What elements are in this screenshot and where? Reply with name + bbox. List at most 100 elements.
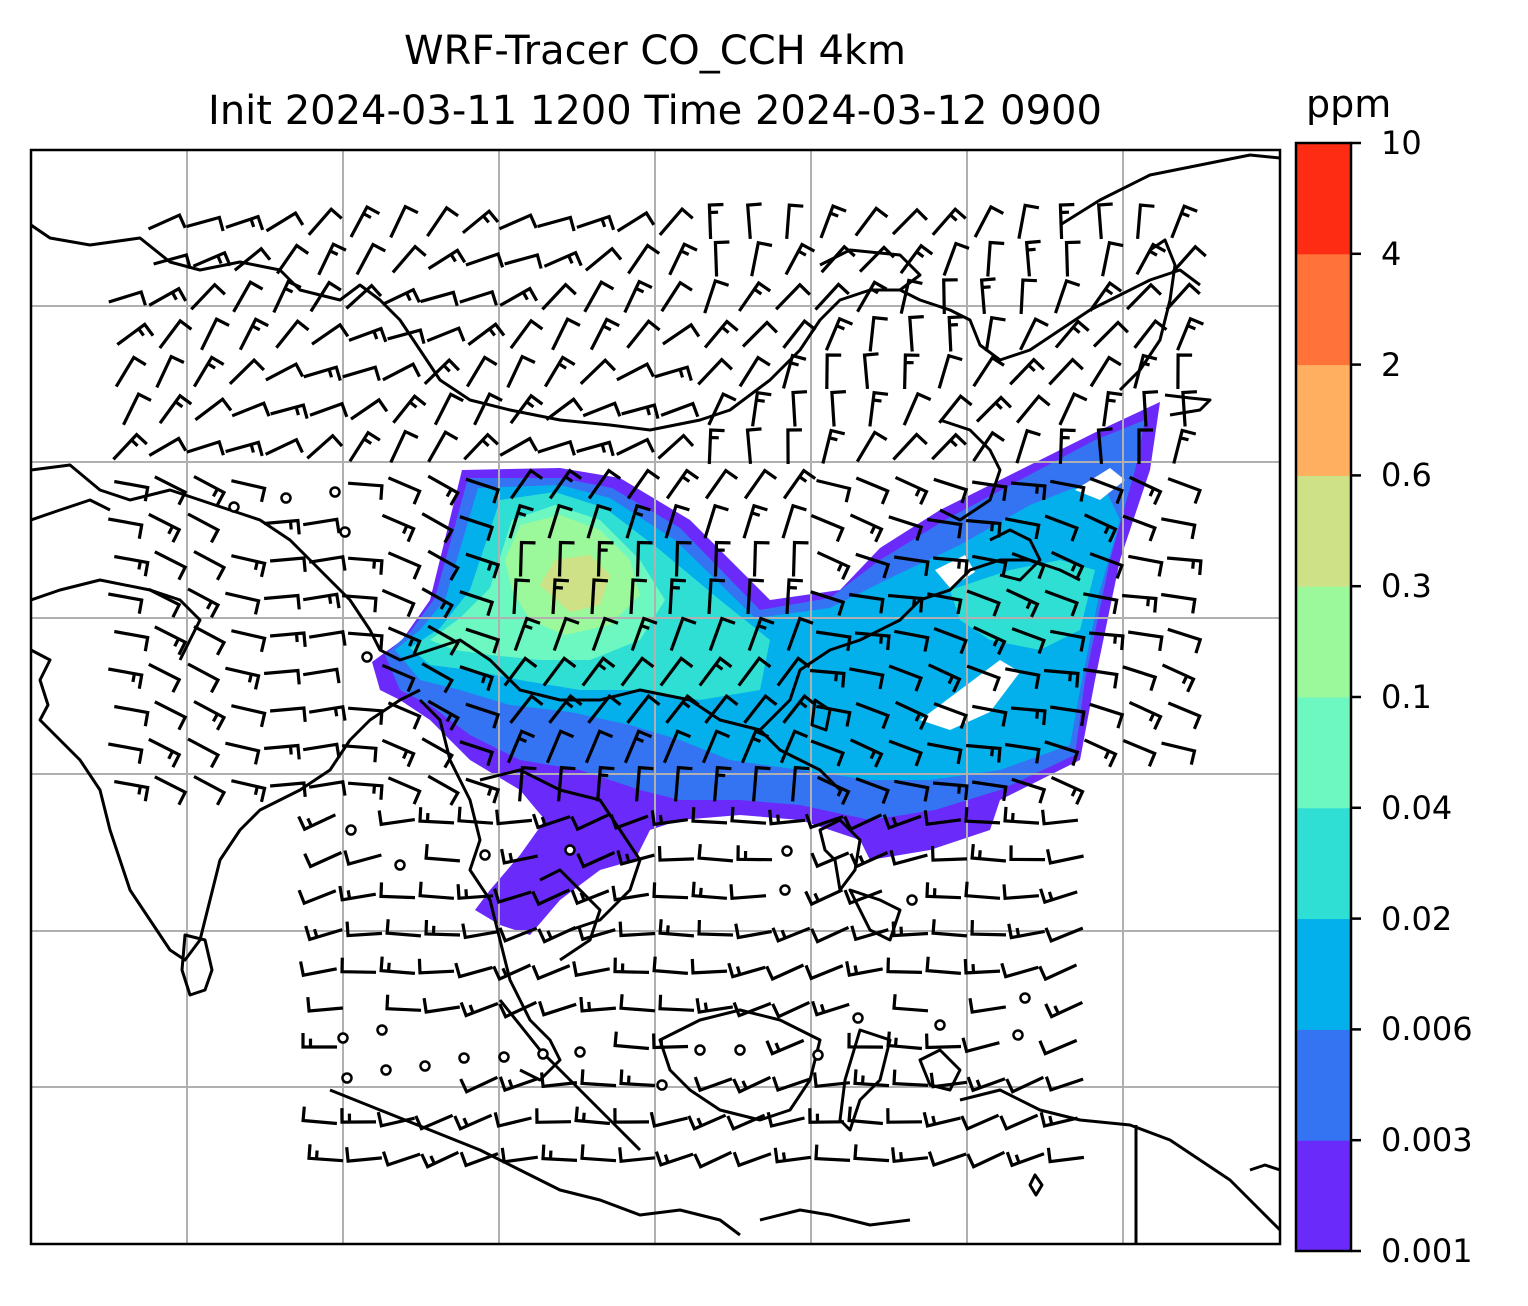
wind-barb [804,888,844,907]
wind-barb [649,1111,688,1128]
wind-barb [669,616,697,652]
calm-wind-marker [812,1049,824,1061]
wind-barb [660,401,700,418]
wind-barb [623,279,653,314]
wind-barb [894,700,929,731]
wind-barb [158,393,193,425]
wind-barb [148,286,188,307]
wind-barb [306,996,344,1013]
wind-barb [154,625,188,656]
wind-barb [899,243,934,275]
wind-barb [658,919,695,938]
wind-barb [691,807,728,825]
wind-barb [734,923,772,940]
wind-barb [1044,1076,1084,1092]
wind-barb [500,848,539,865]
wind-barb [963,958,1001,975]
wind-barb [854,206,889,237]
wind-barb [819,204,847,239]
wind-barb [856,280,888,313]
wind-barb [925,882,962,900]
wind-barb [307,1144,344,1163]
wind-barb [931,206,967,236]
wind-barb [674,765,693,802]
wind-barb [931,919,968,938]
wind-barb [1044,1000,1084,1019]
wind-barb [1161,741,1197,765]
wind-barb [1121,593,1158,613]
wind-barb [228,357,266,386]
wind-barb [580,1069,617,1088]
wind-barb [465,702,501,729]
wind-barb [348,326,388,343]
wind-barb [891,207,929,236]
wind-barb [116,322,155,346]
wind-barb [848,667,885,690]
wind-barb [493,1112,532,1128]
wind-barb [1005,588,1040,618]
wind-barb [498,213,538,231]
wind-barb [392,393,427,424]
wind-barb [187,737,221,769]
wind-barb [535,1108,572,1124]
wind-barb [923,810,962,826]
wind-barb [971,780,1008,802]
colorbar-tick-label: 0.3 [1381,567,1432,606]
wind-barb [886,1031,923,1051]
wind-barb [272,279,302,314]
wind-barb [986,240,1005,277]
wind-barb [302,667,341,684]
calm-wind-marker [906,894,918,906]
wind-barb [970,920,1007,937]
wind-barb [1044,740,1080,767]
wind-barb [613,1031,650,1051]
wind-barb [931,432,968,461]
wind-barb [784,242,816,276]
calm-wind-marker [228,501,240,513]
wind-barb [540,1072,578,1089]
wind-barb [654,365,693,382]
wind-barb [843,889,883,906]
wind-barb [697,919,734,937]
wind-barb [381,1151,421,1167]
wind-barb [1011,627,1046,655]
wind-barb [1045,848,1084,865]
wind-barb [192,250,232,268]
wind-barb [933,477,969,504]
wind-barb [587,693,622,724]
wind-barb [459,289,498,306]
wind-barb [345,921,383,938]
wind-barb [1160,592,1197,614]
wind-barb [658,994,695,1012]
wind-barb [804,813,844,830]
wind-barb [583,280,615,313]
wind-barb [545,397,584,421]
wind-barb [350,397,389,421]
wind-barb [1160,517,1197,540]
wind-barb [463,432,499,461]
wind-barb [263,593,301,610]
wind-barb [729,884,767,901]
wind-barb [1046,1147,1085,1164]
wind-barb [570,813,610,832]
wind-barb [889,849,928,866]
wind-barb [892,994,929,1013]
wind-barb [1161,663,1196,693]
wind-barb [518,540,536,577]
calm-wind-marker [852,1012,864,1024]
wind-barb [972,625,1007,656]
wind-barb [627,243,661,275]
wind-barb [1122,739,1157,768]
wind-barb [926,592,963,615]
wind-barb [695,997,734,1014]
wind-barb [786,428,802,465]
wind-barb [1015,428,1041,464]
wind-barb [1181,390,1197,427]
colorbar-segment [1296,364,1351,476]
wind-barb [542,656,577,687]
wind-barb [317,242,347,276]
wind-barb [114,629,150,652]
wind-barb [745,427,762,465]
wind-barb [512,578,530,615]
wind-barb [461,923,499,940]
